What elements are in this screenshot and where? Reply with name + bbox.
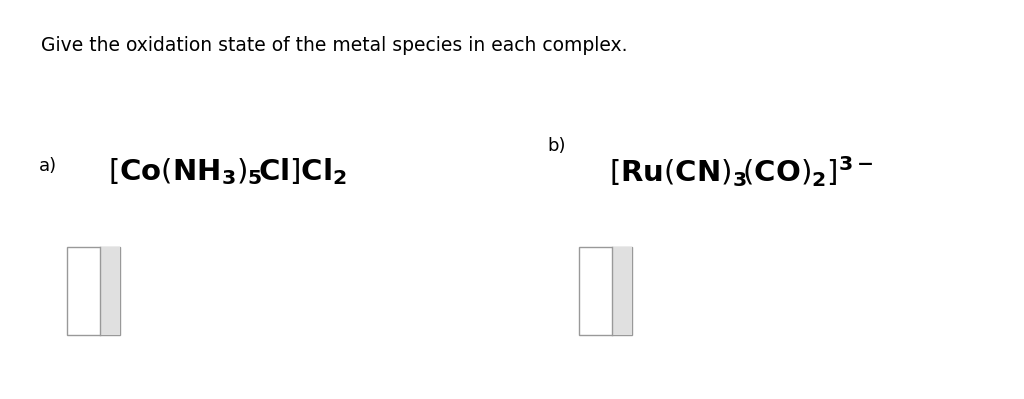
Bar [67, 247, 120, 335]
Text: $\mathbf{\left[Ru\left(CN\right)_3\!\left(CO\right)_2\right]^{3-}}$: $\mathbf{\left[Ru\left(CN\right)_3\!\lef… [609, 154, 873, 189]
Text: b): b) [548, 136, 566, 155]
Bar [99, 247, 120, 335]
Bar [611, 247, 632, 335]
Bar [579, 247, 632, 335]
Text: Give the oxidation state of the metal species in each complex.: Give the oxidation state of the metal sp… [41, 36, 628, 55]
Text: a): a) [39, 156, 57, 175]
Text: $\mathbf{\left[Co\left(NH_3\right)_5\!Cl\right]Cl_2}$: $\mathbf{\left[Co\left(NH_3\right)_5\!Cl… [108, 156, 346, 187]
